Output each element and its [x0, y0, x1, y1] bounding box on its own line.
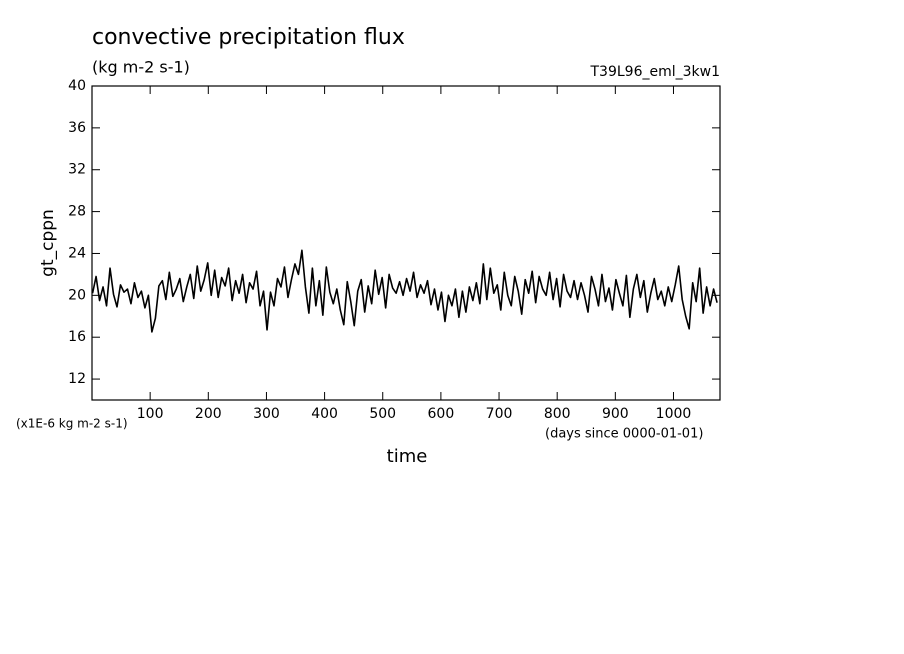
y-tick-label: 28	[68, 204, 86, 220]
y-tick-label: 12	[68, 371, 86, 387]
x-tick-label: 100	[137, 406, 164, 422]
plot-frame	[91, 85, 721, 401]
x-tick-label: 300	[253, 406, 280, 422]
y-tick-label: 36	[68, 120, 86, 136]
x-tick-label: 900	[602, 406, 629, 422]
y-tick-label: 32	[68, 162, 86, 178]
y-tick-label: 24	[68, 245, 86, 261]
x-tick-label: 1000	[656, 406, 692, 422]
x-axis-label: time	[387, 446, 428, 467]
chart-subtitle: (kg m-2 s-1)	[92, 58, 190, 77]
annotation: T39L96_eml_3kw1	[590, 64, 721, 80]
x-tick-label: 500	[369, 406, 396, 422]
y-axis-label: gt_cppn	[38, 209, 58, 277]
y-units: (x1E-6 kg m-2 s-1)	[16, 417, 128, 431]
x-tick-label: 700	[486, 406, 513, 422]
y-tick-label: 20	[68, 287, 86, 303]
chart-title: convective precipitation flux	[92, 25, 405, 50]
x-units: (days since 0000-01-01)	[545, 427, 703, 442]
x-tick-label: 400	[311, 406, 338, 422]
x-tick-label: 800	[544, 406, 571, 422]
y-tick-label: 16	[68, 329, 86, 345]
data-line	[91, 249, 718, 333]
x-tick-label: 600	[428, 406, 455, 422]
x-tick-label: 200	[195, 406, 222, 422]
y-tick-label: 40	[68, 78, 86, 94]
